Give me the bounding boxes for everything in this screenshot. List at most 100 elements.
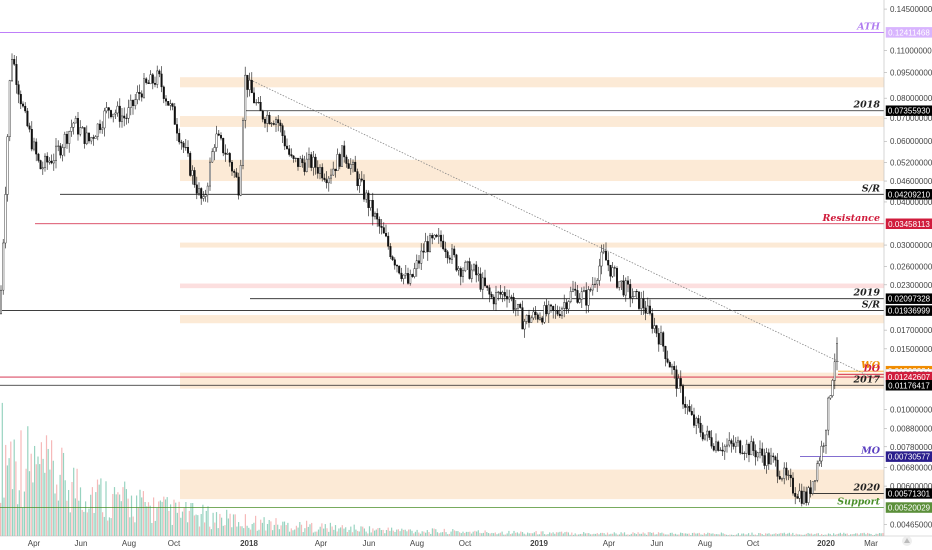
volume-bar — [703, 533, 705, 536]
volume-bar — [644, 533, 646, 536]
candle-body — [737, 440, 740, 443]
price-badge-12 — [885, 502, 932, 513]
volume-bar — [663, 533, 665, 536]
volume-bar — [95, 492, 97, 536]
candle-body — [332, 168, 335, 176]
volume-bar — [266, 523, 269, 536]
candle-body — [651, 313, 654, 329]
volume-bar — [778, 533, 780, 536]
volume-bar — [550, 533, 552, 536]
volume-bar — [61, 447, 63, 536]
volume-bar — [785, 533, 787, 536]
volume-bar — [486, 532, 488, 536]
volume-bar — [775, 533, 777, 536]
volume-bar — [159, 500, 161, 536]
level-labels-layer: ATH2018S/RResistance2019S/RWODO2017MO202… — [821, 21, 881, 507]
volume-bar — [686, 533, 688, 536]
candle-body — [726, 444, 729, 447]
candle-body — [589, 289, 592, 291]
volume-bar — [51, 440, 53, 536]
volume-bar — [860, 533, 862, 536]
candle-body — [224, 152, 227, 155]
candle-body — [286, 145, 289, 149]
volume-bar — [69, 512, 71, 536]
candle-body — [178, 132, 181, 143]
candle-body — [543, 305, 546, 323]
candle-body — [618, 281, 621, 288]
volume-bar — [827, 533, 830, 536]
volume-bar — [610, 533, 612, 536]
volume-bar — [797, 534, 799, 536]
candle-body — [756, 452, 759, 458]
price-badge-text-3: 0.03458113 — [888, 220, 930, 229]
volume-bar — [391, 527, 393, 536]
volume-bar — [45, 435, 48, 536]
volume-bar — [345, 527, 347, 536]
price-badge-2 — [885, 189, 932, 200]
candle-body — [675, 369, 678, 389]
candle-body — [369, 199, 372, 208]
price-axis[interactable]: 0.12411468 0.07355930 0.04209210 0.03458113… — [883, 0, 932, 536]
volume-bar — [642, 532, 644, 536]
candle-body — [805, 491, 808, 503]
volume-bar — [838, 533, 840, 536]
volume-bar — [246, 525, 248, 536]
volume-bar — [734, 534, 736, 536]
candle-body — [147, 82, 150, 84]
candle-body — [151, 74, 154, 84]
y-tick-label: 0.01500000 — [890, 345, 932, 354]
candle-body — [255, 102, 258, 104]
y-tick-label: 0.01700000 — [890, 326, 932, 335]
candle-body — [50, 160, 53, 164]
candle-body — [442, 240, 445, 250]
price-badge-text-12: 0.00520029 — [888, 504, 931, 513]
candle-body — [57, 145, 60, 147]
candle-body — [114, 112, 117, 115]
candle-body — [334, 168, 337, 171]
candle-body — [4, 194, 7, 244]
time-axis[interactable]: Apr Jun Aug Oct 2018 Apr Jun Aug Oct 2019 Apr Jun Au… — [0, 535, 932, 548]
volume-bar — [707, 532, 709, 536]
volume-bar — [278, 529, 280, 536]
volume-bar — [868, 533, 870, 536]
volume-bar — [277, 524, 279, 536]
volume-bar — [477, 530, 479, 536]
candle-body — [319, 167, 322, 174]
candle-body — [15, 64, 18, 85]
volume-bar — [343, 528, 345, 536]
y-tick-label: 0.02600000 — [890, 262, 932, 271]
volume-bar — [273, 524, 275, 536]
volume-bar — [578, 534, 580, 536]
candle-body — [690, 411, 693, 415]
candle-body — [814, 480, 817, 482]
volume-bar — [567, 532, 569, 536]
volume-bar — [151, 522, 153, 536]
volume-bar — [595, 533, 597, 536]
volume-bar — [535, 531, 537, 536]
candle-body — [622, 280, 625, 296]
volume-bar — [149, 505, 151, 536]
volume-bar — [365, 531, 367, 536]
volume-bar — [780, 532, 782, 536]
candle-body — [116, 105, 119, 114]
volume-bar — [215, 512, 218, 536]
candle-body — [10, 59, 13, 81]
volume-bar — [367, 533, 369, 536]
volume-bar — [394, 531, 396, 536]
candle-body — [638, 291, 641, 309]
candle-body — [72, 122, 75, 128]
volume-bar — [368, 526, 371, 536]
candle-body — [96, 123, 99, 137]
volume-bar — [666, 534, 668, 536]
volume-bar — [452, 529, 454, 536]
volume-bar — [659, 533, 661, 536]
candle-body — [728, 440, 731, 446]
x-tick-label: Jun — [75, 539, 88, 548]
volume-bar — [171, 524, 173, 536]
candle-body — [752, 441, 755, 451]
volume-bar — [729, 534, 731, 536]
volume-bar — [198, 526, 201, 536]
x-tick-label: Aug — [698, 539, 712, 548]
volume-bar — [576, 534, 578, 536]
